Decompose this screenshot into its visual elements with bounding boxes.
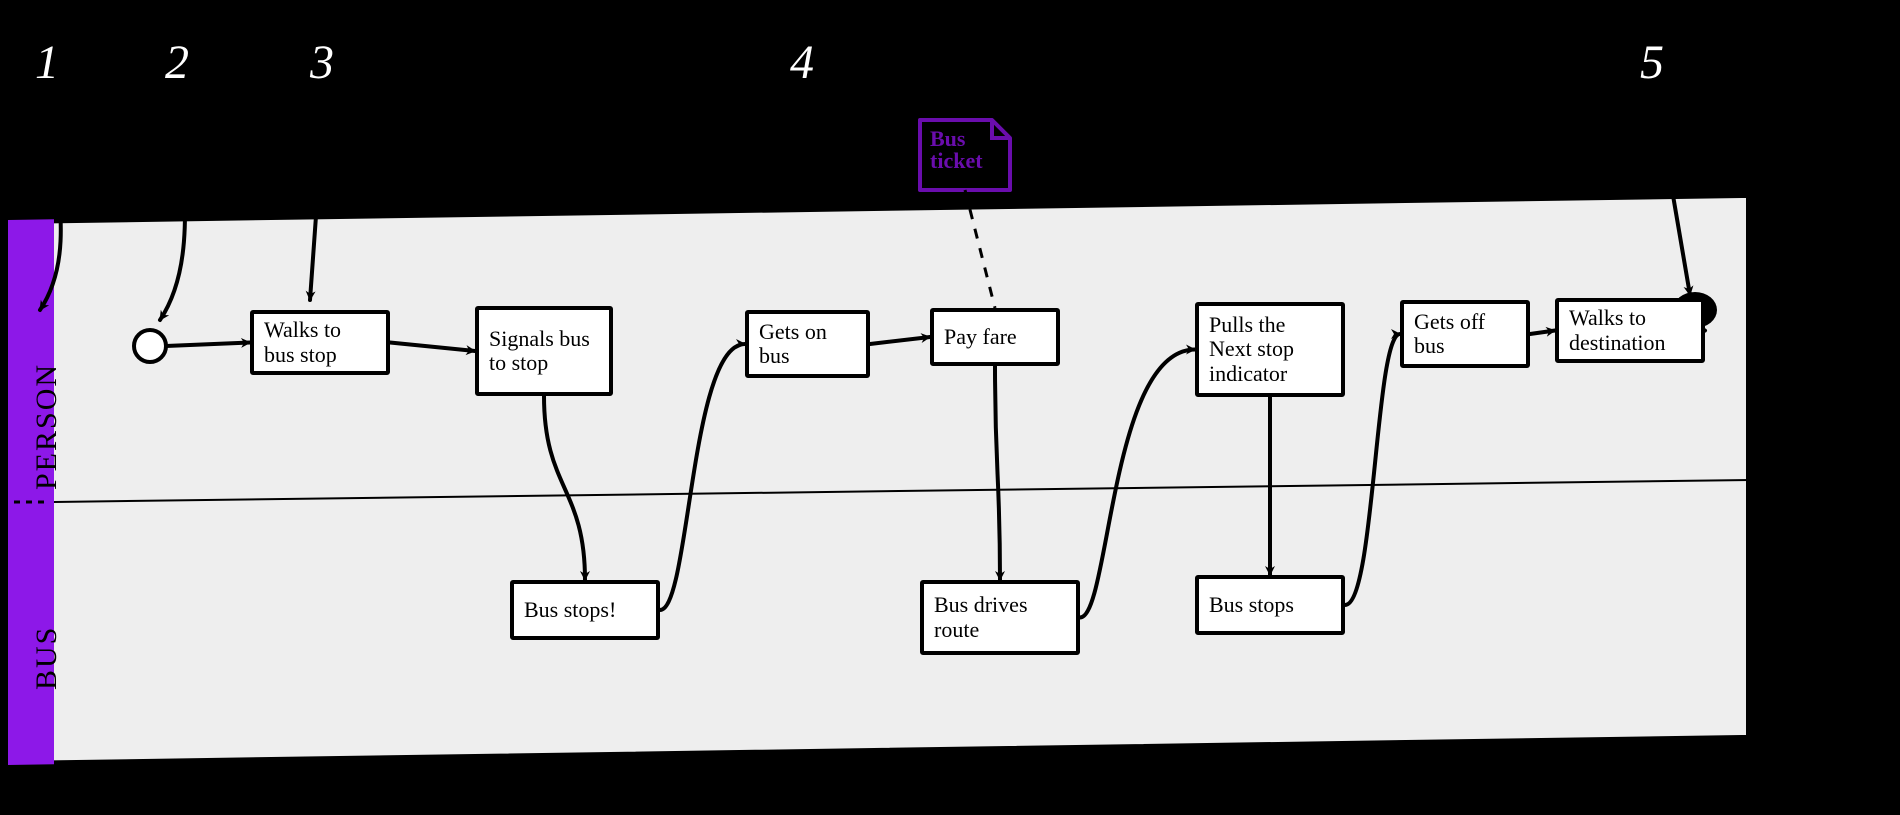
activity-bus_stops1: Bus stops! [510, 580, 660, 640]
activity-bus_drives: Bus drives route [920, 580, 1080, 655]
activity-walks_dest: Walks to destination [1555, 298, 1705, 363]
marker-4: 4 [790, 35, 814, 90]
artifact-label: Bus ticket [930, 128, 1004, 172]
marker-5: 5 [1640, 35, 1664, 90]
activity-gets_on_bus: Gets on bus [745, 310, 870, 378]
lane-label-person: PERSON [30, 363, 64, 490]
diagram-stage: 1 2 3 4 5 PERSON BUS Bus ticket Walks to bus … [0, 0, 1900, 815]
marker-3: 3 [310, 35, 334, 90]
activity-pay_fare: Pay fare [930, 308, 1060, 366]
lane-label-bus: BUS [30, 626, 64, 690]
activity-bus_stops2: Bus stops [1195, 575, 1345, 635]
swimlane-pool [8, 194, 1750, 765]
svg-layer [0, 0, 1900, 815]
activity-walks_to_stop: Walks to bus stop [250, 310, 390, 375]
marker-1: 1 [35, 35, 59, 90]
activity-gets_off_bus: Gets off bus [1400, 300, 1530, 368]
activity-pulls_indicator: Pulls the Next stop indicator [1195, 302, 1345, 397]
activity-signals_bus: Signals bus to stop [475, 306, 613, 396]
start-event [134, 330, 166, 362]
marker-2: 2 [165, 35, 189, 90]
